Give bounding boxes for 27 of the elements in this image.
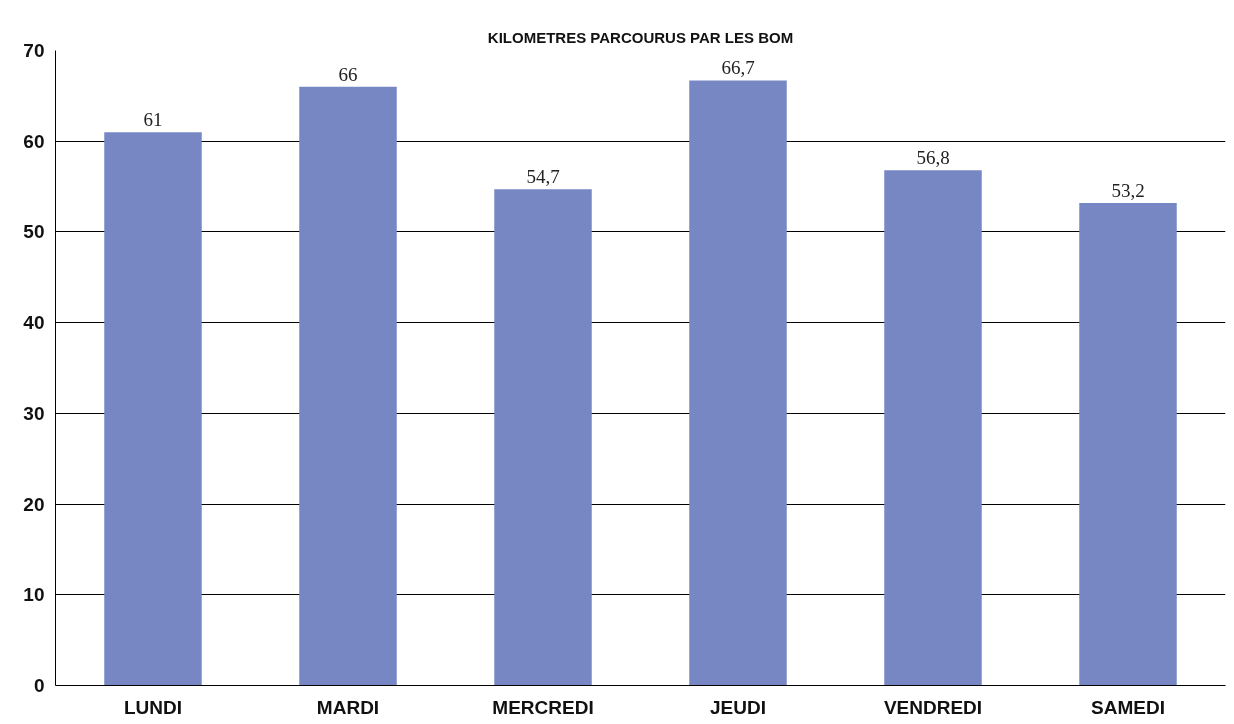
y-tick-label: 10 — [23, 584, 45, 606]
x-tick-label: MARDI — [316, 696, 380, 718]
x-tick-label: VENDREDI — [883, 696, 983, 718]
data-label: 66 — [338, 63, 358, 85]
x-tick-label: LUNDI — [123, 696, 183, 718]
data-label: 54,7 — [526, 166, 560, 188]
x-tick-label: SAMEDI — [1091, 696, 1165, 718]
data-label: 66,7 — [721, 57, 755, 79]
bar — [299, 86, 397, 686]
chart-title: KILOMETRES PARCOURUS PAR LES BOM — [487, 28, 794, 46]
bar — [104, 132, 202, 686]
data-label: 53,2 — [1111, 179, 1145, 201]
data-label: 56,8 — [916, 147, 950, 169]
bar — [689, 80, 787, 686]
x-tick-label: JEUDI — [710, 696, 766, 718]
y-tick-label: 60 — [23, 130, 45, 152]
y-tick-label: 0 — [33, 675, 45, 696]
bar — [494, 189, 592, 686]
x-tick-label: MERCREDI — [492, 696, 594, 718]
y-tick-label: 40 — [23, 312, 45, 334]
y-tick-label: 70 — [23, 40, 45, 61]
data-label: 61 — [143, 109, 163, 131]
y-tick-label: 30 — [23, 402, 45, 424]
bar — [884, 170, 982, 686]
bar — [1079, 202, 1177, 686]
y-tick-label: 20 — [23, 493, 45, 515]
y-tick-label: 50 — [23, 221, 45, 243]
